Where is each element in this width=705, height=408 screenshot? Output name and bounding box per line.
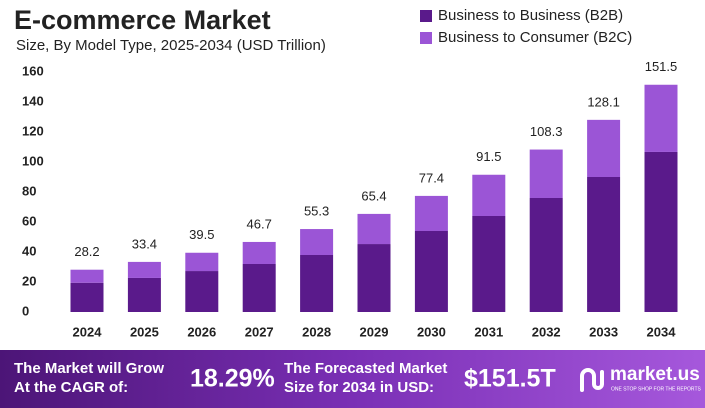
y-tick-label: 140 bbox=[22, 93, 44, 108]
total-label: 55.3 bbox=[304, 203, 329, 218]
legend-label: Business to Consumer (B2C) bbox=[438, 29, 632, 46]
bar-segment bbox=[472, 174, 506, 216]
bar-segment bbox=[357, 244, 391, 312]
total-label: 151.5 bbox=[645, 59, 678, 74]
y-tick-label: 40 bbox=[22, 243, 36, 258]
cagr-value: 18.29% bbox=[190, 365, 275, 393]
brand: market.us bbox=[610, 364, 700, 385]
bar-segment bbox=[127, 277, 161, 312]
legend-swatch bbox=[420, 10, 432, 22]
x-tick-label: 2025 bbox=[130, 324, 159, 339]
x-tick-label: 2031 bbox=[474, 324, 503, 339]
total-label: 46.7 bbox=[247, 216, 272, 231]
x-tick-label: 2029 bbox=[360, 324, 389, 339]
x-tick-label: 2027 bbox=[245, 324, 274, 339]
bar-segment bbox=[587, 177, 621, 312]
bar-segment bbox=[644, 84, 678, 152]
cagr-label: The Market will Grow bbox=[14, 360, 164, 377]
bar-segment bbox=[242, 241, 276, 264]
cagr-label: At the CAGR of: bbox=[14, 379, 128, 396]
total-label: 39.5 bbox=[189, 227, 214, 242]
forecast-label: The Forecasted Market bbox=[284, 360, 447, 377]
footer-band bbox=[0, 350, 705, 408]
bar-segment bbox=[472, 216, 506, 312]
y-tick-label: 80 bbox=[22, 183, 36, 198]
bar-segment bbox=[529, 198, 563, 312]
total-label: 33.4 bbox=[132, 236, 157, 251]
bar-segment bbox=[185, 252, 219, 272]
total-label: 128.1 bbox=[587, 94, 620, 109]
legend-label: Business to Business (B2B) bbox=[438, 7, 623, 24]
x-tick-label: 2028 bbox=[302, 324, 331, 339]
bar-segment bbox=[127, 261, 161, 278]
bar-segment bbox=[242, 264, 276, 312]
x-tick-label: 2033 bbox=[589, 324, 618, 339]
chart-subtitle: Size, By Model Type, 2025-2034 (USD Tril… bbox=[16, 37, 326, 54]
bar-segment bbox=[185, 271, 219, 312]
y-tick-label: 20 bbox=[22, 273, 36, 288]
bar-segment bbox=[529, 149, 563, 198]
x-tick-label: 2034 bbox=[647, 324, 677, 339]
legend-swatch bbox=[420, 32, 432, 44]
bar-segment bbox=[644, 151, 678, 312]
bar-segment bbox=[357, 213, 391, 245]
bar-segment bbox=[300, 229, 334, 255]
total-label: 77.4 bbox=[419, 170, 444, 185]
y-tick-label: 60 bbox=[22, 213, 36, 228]
bar-segment bbox=[414, 195, 448, 231]
x-tick-label: 2032 bbox=[532, 324, 561, 339]
x-tick-label: 2026 bbox=[187, 324, 216, 339]
legend: Business to Business (B2B) Business to Co… bbox=[420, 7, 632, 46]
total-label: 28.2 bbox=[74, 244, 99, 259]
bar-segment bbox=[300, 255, 334, 312]
y-tick-label: 0 bbox=[22, 303, 29, 318]
y-tick-label: 120 bbox=[22, 123, 44, 138]
bar-segment bbox=[70, 282, 104, 312]
chart-title: E-commerce Market bbox=[14, 5, 271, 35]
y-tick-label: 100 bbox=[22, 153, 44, 168]
brand-tagline: ONE STOP SHOP FOR THE REPORTS bbox=[611, 386, 702, 392]
total-label: 65.4 bbox=[361, 188, 386, 203]
plot: 0 20 40 60 80 100 120 140 160 28.2 2024 33.4 2025 39.… bbox=[22, 59, 678, 339]
y-tick-label: 160 bbox=[22, 63, 44, 78]
x-tick-label: 2024 bbox=[73, 324, 103, 339]
total-label: 91.5 bbox=[476, 149, 501, 164]
x-tick-label: 2030 bbox=[417, 324, 446, 339]
bar-segment bbox=[70, 269, 104, 283]
brand-logo bbox=[580, 368, 604, 392]
bar-segment bbox=[587, 119, 621, 177]
forecast-value: $151.5T bbox=[464, 365, 556, 393]
bar-segment bbox=[414, 231, 448, 312]
forecast-label: Size for 2034 in USD: bbox=[284, 379, 434, 396]
total-label: 108.3 bbox=[530, 124, 563, 139]
